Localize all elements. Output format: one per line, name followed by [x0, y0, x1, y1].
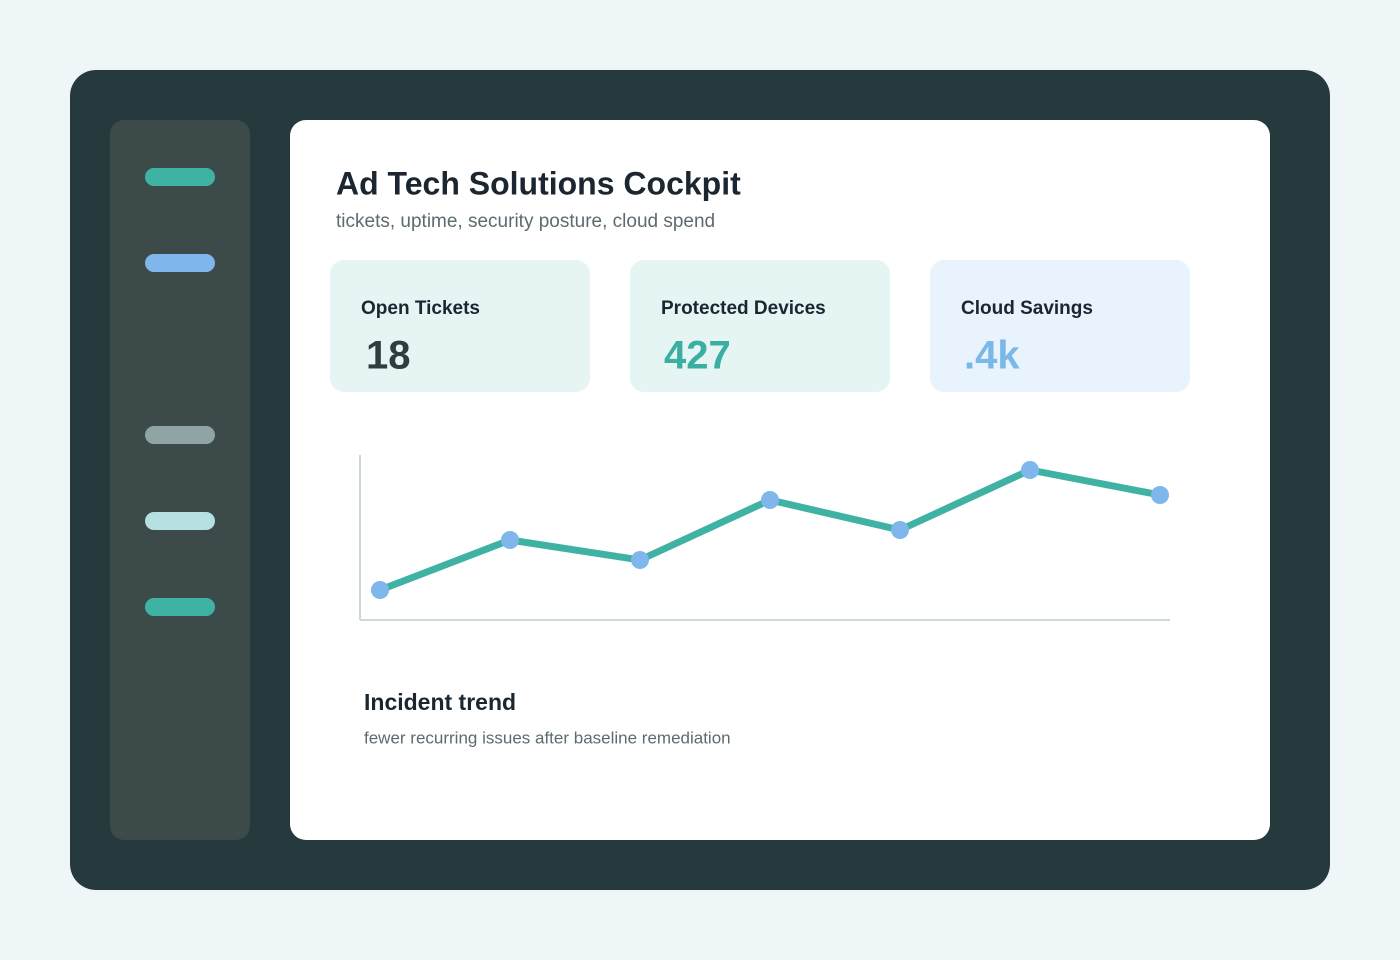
- kpi-label: Cloud Savings: [961, 298, 1093, 319]
- data-point: [631, 551, 649, 569]
- kpi-value: 427: [664, 334, 731, 378]
- page-subtitle: tickets, uptime, security posture, cloud…: [336, 211, 715, 232]
- data-point: [1021, 461, 1039, 479]
- nav-item[interactable]: [145, 168, 215, 186]
- nav-item[interactable]: [145, 254, 215, 272]
- kpi-value: .4k: [964, 334, 1020, 378]
- chart-title: Incident trend: [364, 689, 516, 715]
- data-point: [891, 521, 909, 539]
- data-point: [501, 531, 519, 549]
- sidebar: [110, 120, 250, 840]
- data-point: [371, 581, 389, 599]
- data-point: [761, 491, 779, 509]
- nav-item[interactable]: [145, 426, 215, 444]
- kpi-label: Open Tickets: [361, 298, 480, 319]
- page-title: Ad Tech Solutions Cockpit: [336, 165, 741, 201]
- kpi-card: [930, 260, 1190, 392]
- data-point: [1151, 486, 1169, 504]
- kpi-label: Protected Devices: [661, 298, 826, 319]
- nav-item[interactable]: [145, 512, 215, 530]
- kpi-value: 18: [366, 334, 411, 378]
- kpi-card: [630, 260, 890, 392]
- plot: [371, 461, 1169, 599]
- chart-subtitle: fewer recurring issues after baseline re…: [364, 728, 731, 747]
- kpi-card: [330, 260, 590, 392]
- nav-item[interactable]: [145, 598, 215, 616]
